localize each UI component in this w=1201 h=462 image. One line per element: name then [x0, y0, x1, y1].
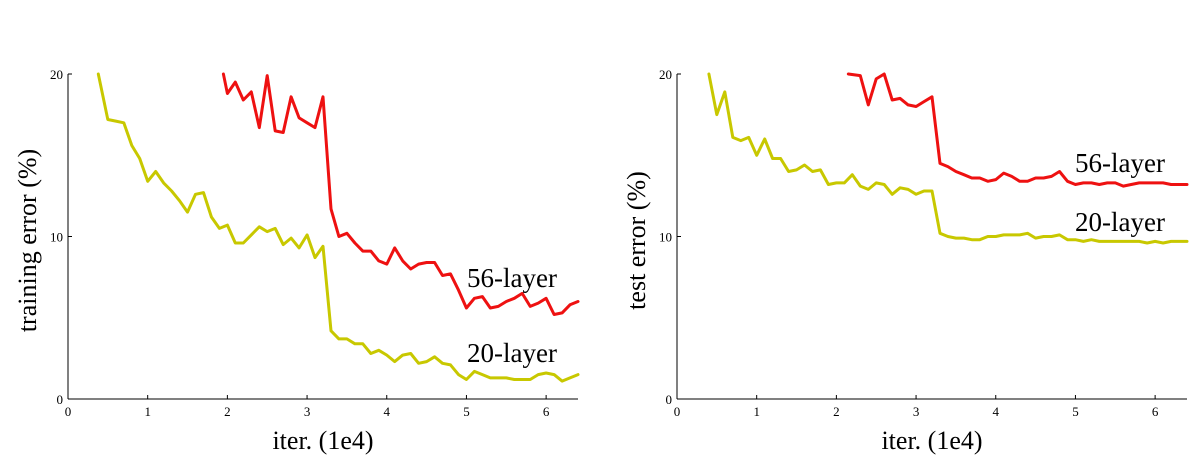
test-y-tick-label: 0 — [666, 392, 673, 407]
test-series-line-56-layer — [846, 72, 1189, 188]
training-x-tick-label: 2 — [224, 404, 231, 419]
test-y-tick-label: 20 — [659, 67, 672, 82]
training-y-axis-title: training error (%) — [13, 149, 42, 332]
test-x-tick-label: 3 — [913, 404, 920, 419]
training-series-line-20-layer — [96, 72, 580, 383]
training-error-panel: 0 1 2 3 4 5 6 0 10 20 iter. (1e4) training error (%… — [13, 67, 580, 455]
training-x-tick-label: 6 — [543, 404, 550, 419]
training-x-tick-label: 4 — [384, 404, 391, 419]
training-x-tick-label: 5 — [463, 404, 470, 419]
test-x-tick-label: 6 — [1152, 404, 1159, 419]
training-series-line-56-layer — [221, 72, 580, 316]
training-y-tick-label: 10 — [50, 230, 63, 245]
test-x-tick-label: 1 — [753, 404, 760, 419]
training-series-label-56-layer: 56-layer — [467, 263, 557, 293]
training-x-tick-label: 1 — [144, 404, 151, 419]
test-series-label-20-layer: 20-layer — [1075, 207, 1165, 237]
training-y-tick-label: 20 — [50, 67, 63, 82]
test-series-line-20-layer — [707, 72, 1189, 245]
test-y-tick-label: 10 — [659, 230, 672, 245]
training-y-tick-label: 0 — [57, 392, 64, 407]
training-x-tick-label: 0 — [65, 404, 72, 419]
test-x-tick-label: 0 — [674, 404, 681, 419]
test-series-label-56-layer: 56-layer — [1075, 148, 1165, 178]
test-x-tick-label: 5 — [1072, 404, 1079, 419]
test-error-panel: 0 1 2 3 4 5 6 0 10 20 iter. (1e4) test error (%) 56-… — [622, 67, 1189, 455]
training-x-axis-title: iter. (1e4) — [272, 426, 373, 455]
training-x-tick-label: 3 — [304, 404, 311, 419]
test-x-tick-label: 2 — [833, 404, 840, 419]
training-series-label-20-layer: 20-layer — [467, 338, 557, 368]
test-x-tick-label: 4 — [993, 404, 1000, 419]
test-x-axis-title: iter. (1e4) — [881, 426, 982, 455]
test-y-axis-title: test error (%) — [622, 171, 651, 310]
